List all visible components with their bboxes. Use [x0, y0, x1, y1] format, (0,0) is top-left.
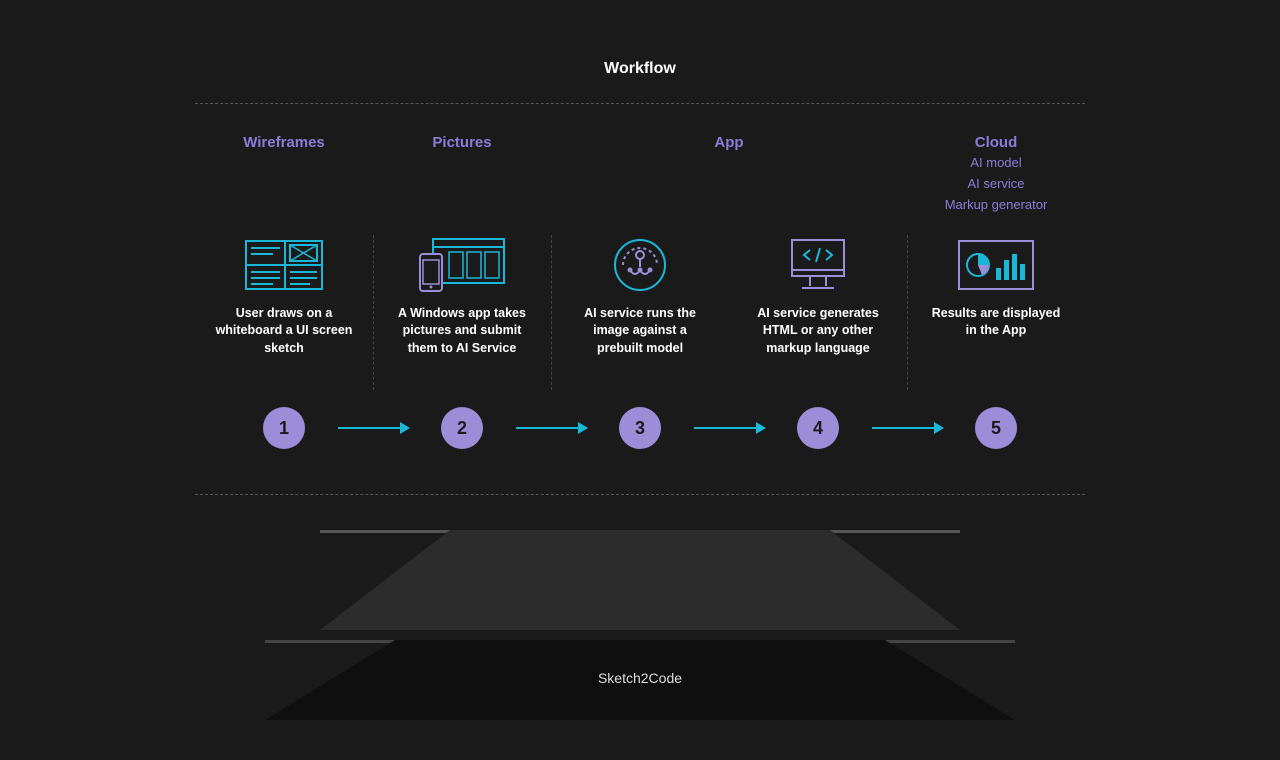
step-1: User draws on a whiteboard a UI screen s… — [195, 235, 373, 358]
step-3-desc: AI service runs the image against a preb… — [561, 305, 719, 358]
ai-brain-icon — [561, 235, 719, 295]
code-monitor-icon — [739, 235, 897, 295]
step-4: AI service generates HTML or any other m… — [729, 235, 907, 358]
arrow-2-3 — [483, 427, 619, 429]
step-1-desc: User draws on a whiteboard a UI screen s… — [205, 305, 363, 358]
header-cloud: Cloud AI model AI service Markup generat… — [907, 134, 1085, 215]
step-2-desc: A Windows app takes pictures and submit … — [383, 305, 541, 358]
badge-2: 2 — [441, 407, 483, 449]
arrow-3-4 — [661, 427, 797, 429]
platform-label: Sketch2Code — [0, 670, 1280, 686]
badge-5: 5 — [975, 407, 1017, 449]
header-app: App — [551, 134, 907, 215]
workflow-diagram: Workflow Wireframes Pictures App Cloud A… — [0, 0, 1280, 760]
header-wireframes: Wireframes — [195, 134, 373, 215]
arrow-1-2 — [305, 427, 441, 429]
step-3: AI service runs the image against a preb… — [551, 235, 729, 358]
step-4-desc: AI service generates HTML or any other m… — [739, 305, 897, 358]
badge-4: 4 — [797, 407, 839, 449]
headers-row: Wireframes Pictures App Cloud AI model A… — [195, 134, 1085, 215]
step-5: Results are displayed in the App — [907, 235, 1085, 358]
numbers-row: 1 2 3 4 5 — [195, 407, 1085, 449]
header-pictures: Pictures — [373, 134, 551, 215]
arrow-4-5 — [839, 427, 975, 429]
divider-bottom — [195, 494, 1085, 495]
title: Workflow — [0, 60, 1280, 78]
divider-top — [195, 103, 1085, 104]
step-5-desc: Results are displayed in the App — [917, 305, 1075, 340]
app-camera-icon — [383, 235, 541, 295]
badge-3: 3 — [619, 407, 661, 449]
badge-1: 1 — [263, 407, 305, 449]
step-2: A Windows app takes pictures and submit … — [373, 235, 551, 358]
platform-perspective: Sketch2Code — [0, 530, 1280, 760]
steps-row: User draws on a whiteboard a UI screen s… — [195, 235, 1085, 358]
wireframe-icon — [205, 235, 363, 295]
dashboard-icon — [917, 235, 1075, 295]
